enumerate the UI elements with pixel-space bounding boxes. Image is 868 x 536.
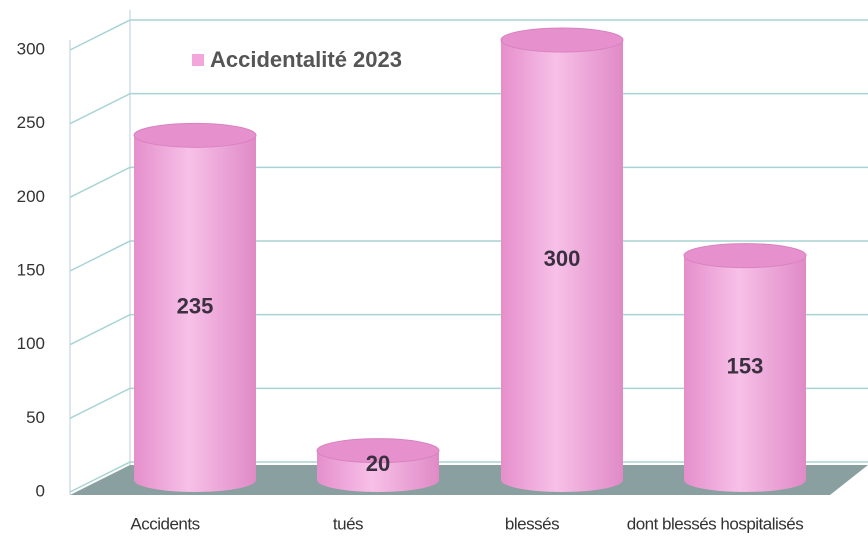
y-tick-label: 150 (17, 260, 45, 279)
cylinder-top (683, 243, 807, 269)
y-tick-label: 50 (26, 408, 45, 427)
y-tick-label: 0 (36, 481, 45, 500)
x-tick-label: dont blessés hospitalisés (627, 514, 804, 533)
bar (500, 27, 624, 492)
value-label: 300 (544, 246, 581, 271)
x-tick-label: Accidents (130, 514, 199, 533)
grid-line (69, 92, 868, 125)
bar (316, 438, 440, 492)
bar (683, 243, 807, 492)
value-label: 153 (727, 354, 764, 379)
value-label: 20 (366, 451, 390, 476)
cylinder-top (500, 27, 624, 53)
y-tick-label: 100 (17, 334, 45, 353)
x-tick-label: blessés (505, 514, 559, 533)
floor (70, 465, 868, 495)
cylinder-body (134, 135, 256, 493)
cylinder-body (684, 255, 806, 492)
legend-label: Accidentalité 2023 (210, 47, 402, 72)
y-tick-label: 250 (17, 113, 45, 132)
y-tick-label: 300 (17, 39, 45, 58)
x-tick-label: tués (333, 514, 363, 533)
cylinder-top (316, 438, 440, 464)
value-label: 235 (177, 293, 214, 318)
grid-line (69, 19, 868, 51)
cylinder-body (501, 40, 623, 492)
legend-swatch (192, 54, 204, 66)
bar (133, 122, 257, 493)
cylinder-top (133, 122, 257, 148)
y-tick-label: 200 (17, 187, 45, 206)
